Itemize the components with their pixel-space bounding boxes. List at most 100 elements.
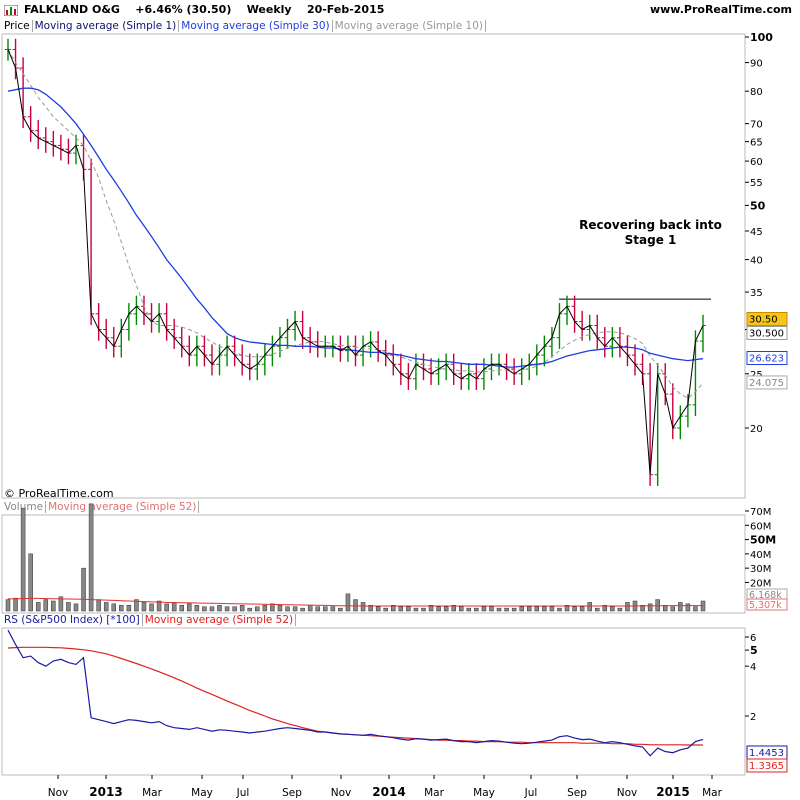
volume-bar <box>685 603 691 612</box>
volume-bar <box>617 607 623 612</box>
volume-bar <box>368 605 373 612</box>
x-tick-label: Mar <box>424 787 444 799</box>
volume-bar <box>96 599 101 612</box>
volume-bar <box>300 607 305 612</box>
volume-bar <box>610 606 615 612</box>
volume-bar <box>594 607 600 612</box>
legend-ma10[interactable]: Moving average (Simple 10) <box>332 20 486 32</box>
price-legend: Price Moving average (Simple 1) Moving ave… <box>2 20 486 33</box>
volume-bar <box>58 596 64 612</box>
period: Weekly <box>246 3 292 16</box>
volume-bar <box>640 605 645 612</box>
volume-bar <box>224 606 230 612</box>
volume-bar <box>149 603 154 612</box>
volume-bar <box>292 606 298 612</box>
volume-tick-label: 50M <box>750 534 776 547</box>
volume-bar <box>51 600 56 612</box>
volume-bar <box>625 602 630 612</box>
x-tick-label: Nov <box>48 787 69 799</box>
volume-bar <box>111 603 117 612</box>
volume-bar <box>66 602 71 612</box>
volume-bar <box>232 606 237 612</box>
legend-ma30[interactable]: Moving average (Simple 30) <box>179 20 333 32</box>
volume-bar <box>474 607 479 612</box>
volume-bar <box>285 606 290 612</box>
volume-bar <box>323 606 328 612</box>
volume-bar <box>247 607 252 612</box>
legend-rs-ma[interactable]: Moving average (Simple 52) <box>142 614 297 626</box>
volume-bar <box>496 607 502 612</box>
volume-bar <box>375 606 381 612</box>
chart-title: FALKLAND O&G +6.46% (30.50) Weekly 20-Fe… <box>24 3 384 16</box>
volume-ma-last-label: 5,307k <box>749 600 782 611</box>
price-panel <box>1 33 746 499</box>
volume-bar <box>20 507 26 612</box>
volume-bar <box>481 606 487 612</box>
volume-ma-line <box>7 597 703 607</box>
volume-bar <box>126 605 132 612</box>
last-value-label: 30.500 <box>749 328 784 339</box>
volume-bar <box>179 605 184 612</box>
volume-bar <box>519 606 524 612</box>
rs-ma-last-box <box>746 758 788 773</box>
price-tick-label: 45 <box>750 227 763 238</box>
volume-bar <box>171 602 177 612</box>
volume-bar <box>134 599 139 612</box>
chart-header: FALKLAND O&G +6.46% (30.50) Weekly 20-Fe… <box>0 3 800 19</box>
x-tick-label: Jul <box>524 787 538 799</box>
volume-bar <box>43 599 49 612</box>
price-tick-label: 40 <box>750 256 763 267</box>
volume-bar <box>534 606 540 612</box>
volume-bar <box>338 607 343 612</box>
price-change: +6.46% (30.50) <box>135 3 232 16</box>
volume-bar <box>542 606 547 612</box>
volume-bar <box>391 605 396 612</box>
rs-ma-last-label: 1.3365 <box>749 761 784 772</box>
volume-bar <box>345 593 351 612</box>
x-tick-label: Sep <box>567 787 587 799</box>
volume-bar <box>421 607 426 612</box>
legend-price[interactable]: Price <box>2 20 33 32</box>
volume-bar <box>209 606 215 612</box>
rs-tick-label: 4 <box>750 662 756 673</box>
volume-tick-label: 60M <box>750 521 771 532</box>
legend-ma1[interactable]: Moving average (Simple 1) <box>32 20 180 32</box>
volume-bar <box>103 602 109 612</box>
price-tick-label: 100 <box>750 31 773 44</box>
x-tick-label: May <box>473 787 495 799</box>
x-tick-label: 2013 <box>89 785 122 799</box>
x-tick-label: Nov <box>617 787 638 799</box>
legend-rs[interactable]: RS (S&P500 Index) [*100] <box>2 614 143 626</box>
volume-last-label: 6,168k <box>749 590 782 601</box>
volume-bar <box>443 606 449 612</box>
price-tick-label: 65 <box>750 138 763 149</box>
volume-bar <box>28 553 33 612</box>
volume-bar <box>398 606 404 612</box>
ma10-line <box>7 49 704 399</box>
volume-bar <box>141 602 147 612</box>
price-tick-label: 20 <box>750 424 763 435</box>
volume-bar <box>307 605 313 612</box>
volume-bar <box>527 606 532 612</box>
site-url[interactable]: www.ProRealTime.com <box>649 3 792 16</box>
volume-bar <box>511 607 517 612</box>
volume-bar <box>187 603 192 612</box>
price-tick-label: 35 <box>750 288 763 299</box>
volume-bar <box>239 605 245 612</box>
volume-bar <box>670 606 676 612</box>
last-value-box <box>746 325 788 340</box>
legend-volume[interactable]: Volume <box>2 501 47 513</box>
chart-icon <box>4 5 18 16</box>
rs-tick-label: 2 <box>750 712 756 723</box>
volume-bar <box>406 606 411 612</box>
price-tick-label: 70 <box>750 120 763 131</box>
symbol-name: FALKLAND O&G <box>24 3 120 16</box>
volume-bar <box>428 605 434 612</box>
ma1-line <box>7 49 704 475</box>
volume-bar <box>693 606 698 612</box>
volume-bar <box>360 602 366 612</box>
volume-bar <box>194 605 200 612</box>
x-tick-label: Mar <box>142 787 162 799</box>
legend-volume-ma[interactable]: Moving average (Simple 52) <box>46 501 200 513</box>
